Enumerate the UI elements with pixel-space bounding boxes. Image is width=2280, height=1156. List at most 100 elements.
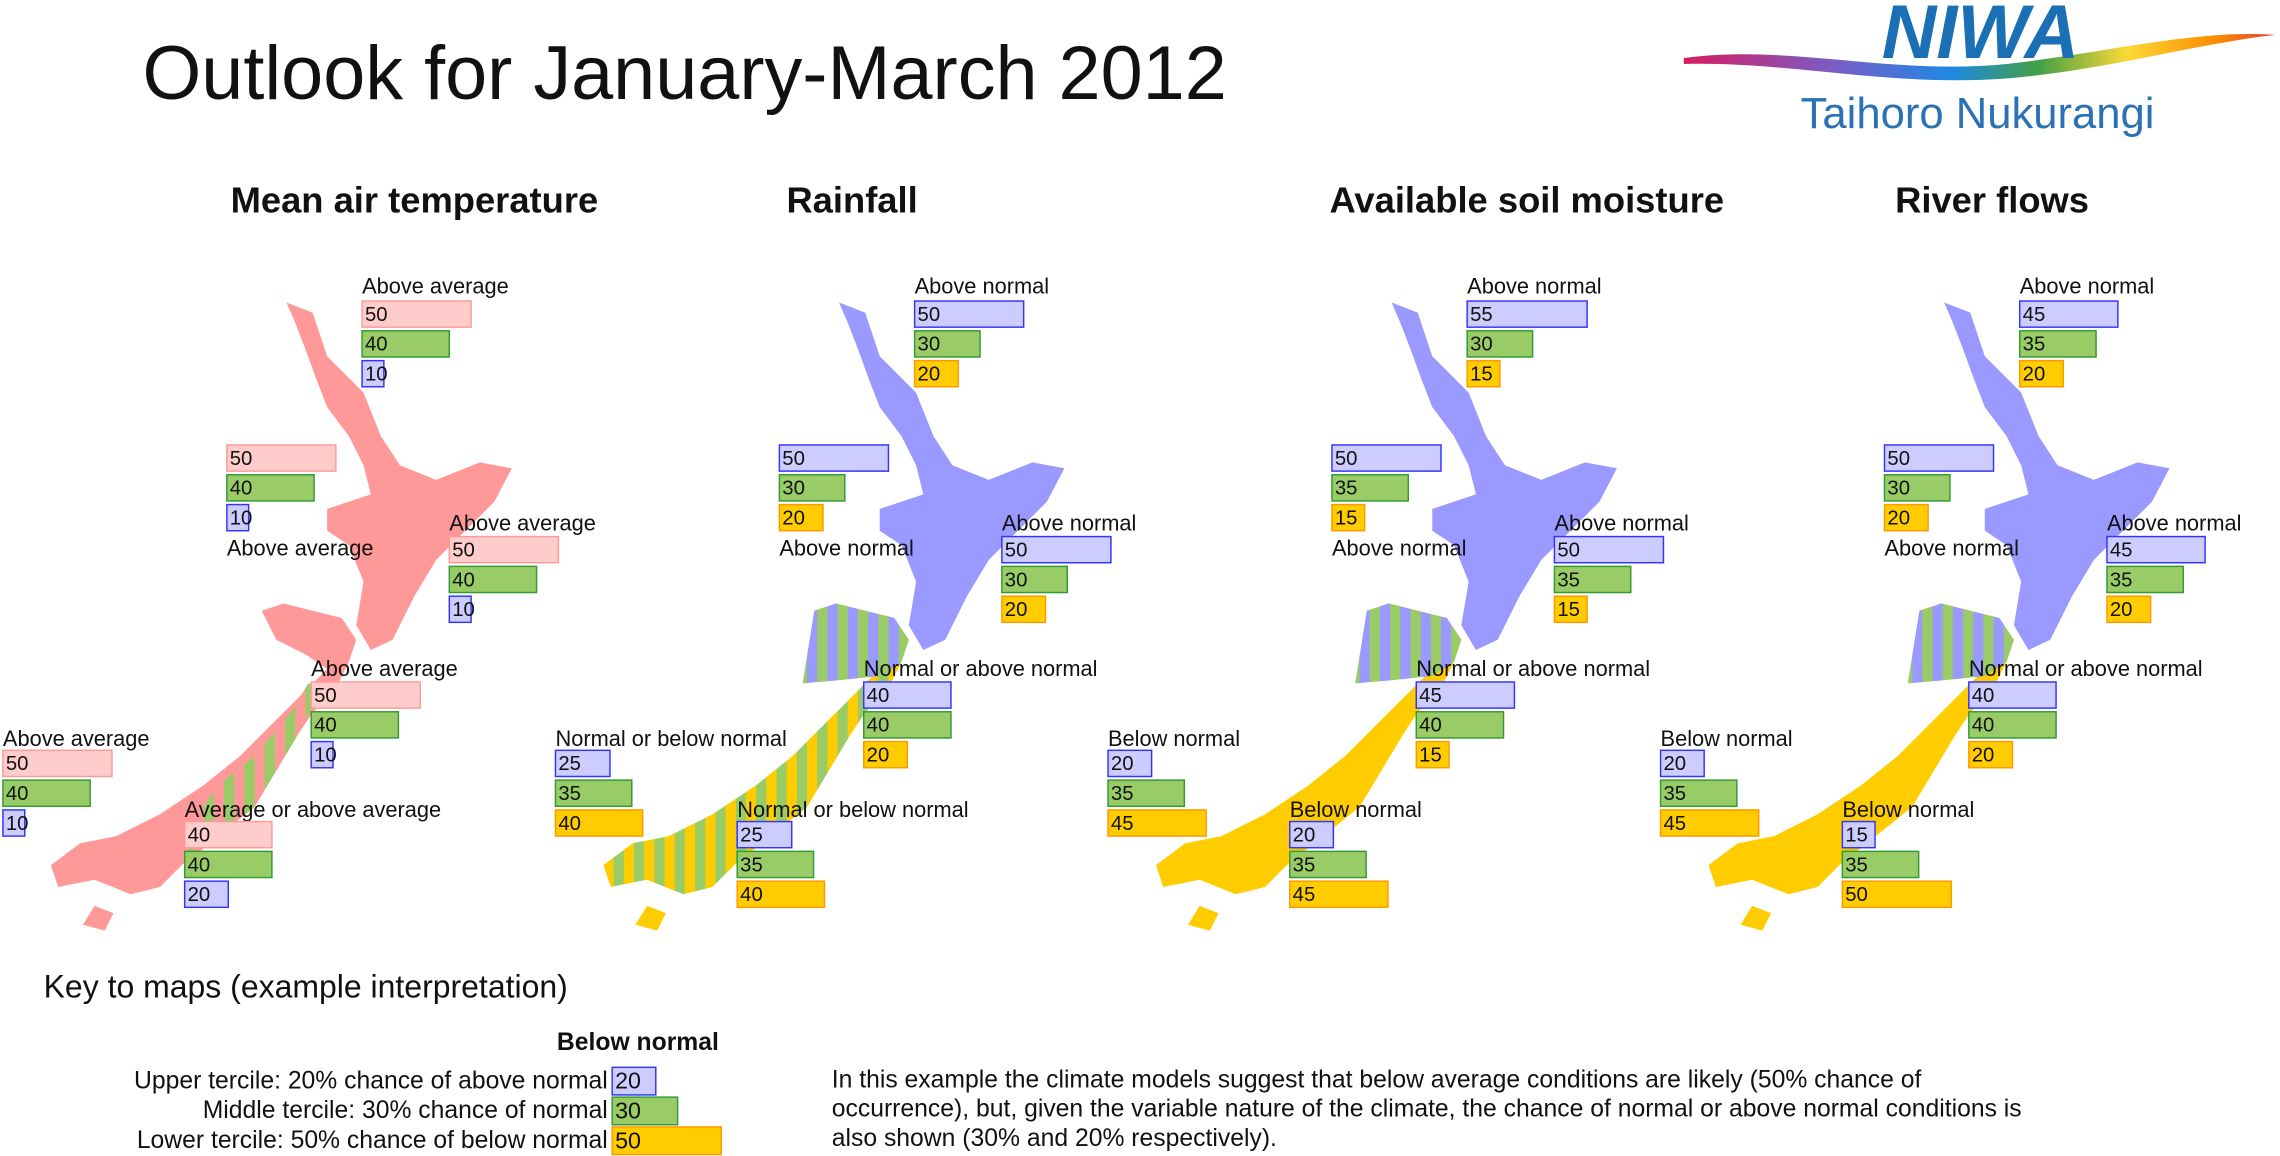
temperature-map: [50, 302, 512, 931]
tercile-bar: [361, 330, 451, 358]
region-label: Above average: [3, 726, 150, 751]
tercile-bar: [778, 503, 824, 532]
tercile-bar: [2018, 359, 2065, 388]
tercile-value: 10: [314, 745, 337, 767]
tercile-bar: [1553, 595, 1588, 624]
region-label: Above average: [449, 511, 596, 536]
tercile-bar: [913, 330, 981, 358]
region-label: Normal or below normal: [737, 797, 968, 822]
rainfall-map: [603, 302, 1065, 931]
tercile-value: 50: [314, 685, 337, 707]
tercile-value: 45: [1663, 813, 1686, 835]
region-label: Above normal: [1002, 511, 1137, 536]
tercile-bar: [448, 535, 560, 564]
key-value: 30: [615, 1098, 641, 1124]
tercile-value: 40: [314, 715, 337, 737]
region-label: Below normal: [1108, 726, 1240, 751]
tercile-bar: [2018, 300, 2119, 328]
tercile-value: 40: [740, 884, 763, 906]
tercile-value: 55: [1470, 304, 1493, 326]
tercile-bar: [1883, 474, 1951, 502]
tercile-value: 20: [1111, 753, 1134, 775]
region-label: Normal or above normal: [864, 656, 1098, 681]
tercile-value: 45: [1111, 813, 1134, 835]
key-bar: [611, 1096, 679, 1126]
tercile-value: 20: [1972, 745, 1995, 767]
tercile-value: 40: [867, 715, 890, 737]
tercile-bar: [1331, 444, 1442, 472]
tercile-value: 35: [740, 854, 763, 876]
tercile-bar: [736, 820, 793, 849]
region-label: Above average: [362, 274, 509, 299]
logo-subtitle: Taihoro Nukurangi: [1801, 90, 2155, 138]
tercile-bar: [913, 300, 1025, 328]
tercile-value: 20: [2110, 599, 2133, 621]
key-title: Key to maps (example interpretation): [44, 969, 568, 1005]
tercile-bar: [1841, 850, 1920, 879]
tercile-value: 30: [1005, 569, 1028, 591]
key-row-text: Upper tercile: 20% chance of above norma…: [134, 1067, 608, 1094]
tercile-bar: [1107, 749, 1153, 778]
key-explanation-box: In this example the climate models sugge…: [831, 1065, 2022, 1152]
tercile-bar: [1001, 595, 1047, 624]
tercile-bar: [1415, 711, 1505, 739]
tercile-bar: [736, 850, 815, 879]
tercile-value: 50: [452, 539, 475, 561]
tercile-value: 35: [558, 783, 581, 805]
tercile-value: 50: [1887, 448, 1910, 470]
tercile-bar: [1466, 330, 1534, 358]
key-value: 50: [615, 1127, 641, 1153]
tercile-bar: [1841, 820, 1876, 849]
tercile-bar: [1107, 779, 1186, 808]
tercile-value: 40: [1419, 715, 1442, 737]
page-title: Outlook for January-March 2012: [143, 32, 1227, 116]
tercile-value: 25: [558, 753, 581, 775]
tercile-bar: [310, 711, 400, 739]
tercile-bar: [1331, 474, 1410, 502]
region-label: Above normal: [2020, 274, 2154, 299]
tercile-value: 20: [188, 884, 211, 906]
tercile-value: 30: [918, 334, 941, 356]
tercile-value: 20: [1663, 753, 1686, 775]
tercile-bar: [1289, 880, 1389, 909]
tercile-value: 20: [1005, 599, 1028, 621]
tercile-bar: [1553, 565, 1632, 594]
region-label: Above average: [227, 535, 374, 560]
region-label: Above normal: [1884, 535, 2019, 560]
region-label: Normal or above normal: [1969, 656, 2203, 681]
region-label: Above normal: [1332, 535, 1467, 560]
tercile-value: 45: [2023, 304, 2046, 326]
tercile-value: 10: [452, 599, 475, 621]
tercile-value: 45: [1419, 685, 1442, 707]
tercile-bar: [448, 595, 472, 624]
tercile-value: 40: [1972, 685, 1995, 707]
region-label: Below normal: [1842, 797, 1974, 822]
tercile-bar: [1289, 820, 1335, 849]
tercile-bar: [1331, 503, 1366, 532]
tercile-bar: [183, 820, 273, 849]
region-label: Above normal: [1554, 511, 1689, 536]
tercile-value: 40: [230, 478, 253, 500]
region-label: Normal or above normal: [1416, 656, 1650, 681]
tercile-bar: [226, 444, 337, 472]
tercile-value: 30: [1470, 334, 1493, 356]
region-label: Above normal: [2107, 511, 2242, 536]
tercile-value: 35: [1663, 783, 1686, 805]
key-value: 20: [615, 1068, 641, 1094]
key-bar: [611, 1066, 657, 1096]
region-label: Above normal: [915, 274, 1050, 299]
tercile-bar: [1107, 809, 1207, 837]
tercile-value: 45: [2110, 539, 2133, 561]
tercile-bar: [554, 809, 644, 837]
tercile-value: 10: [365, 364, 388, 386]
tercile-value: 35: [1845, 854, 1868, 876]
tercile-value: 40: [188, 824, 211, 846]
tercile-bar: [1659, 749, 1705, 778]
key-explanation: In this example the climate models sugge…: [831, 1065, 2022, 1152]
tercile-bar: [1841, 880, 1953, 909]
tercile-value: 40: [452, 569, 475, 591]
tercile-value: 50: [1335, 448, 1358, 470]
tercile-value: 20: [2023, 364, 2046, 386]
tercile-bar: [2, 779, 91, 808]
tercile-bar: [310, 681, 421, 709]
